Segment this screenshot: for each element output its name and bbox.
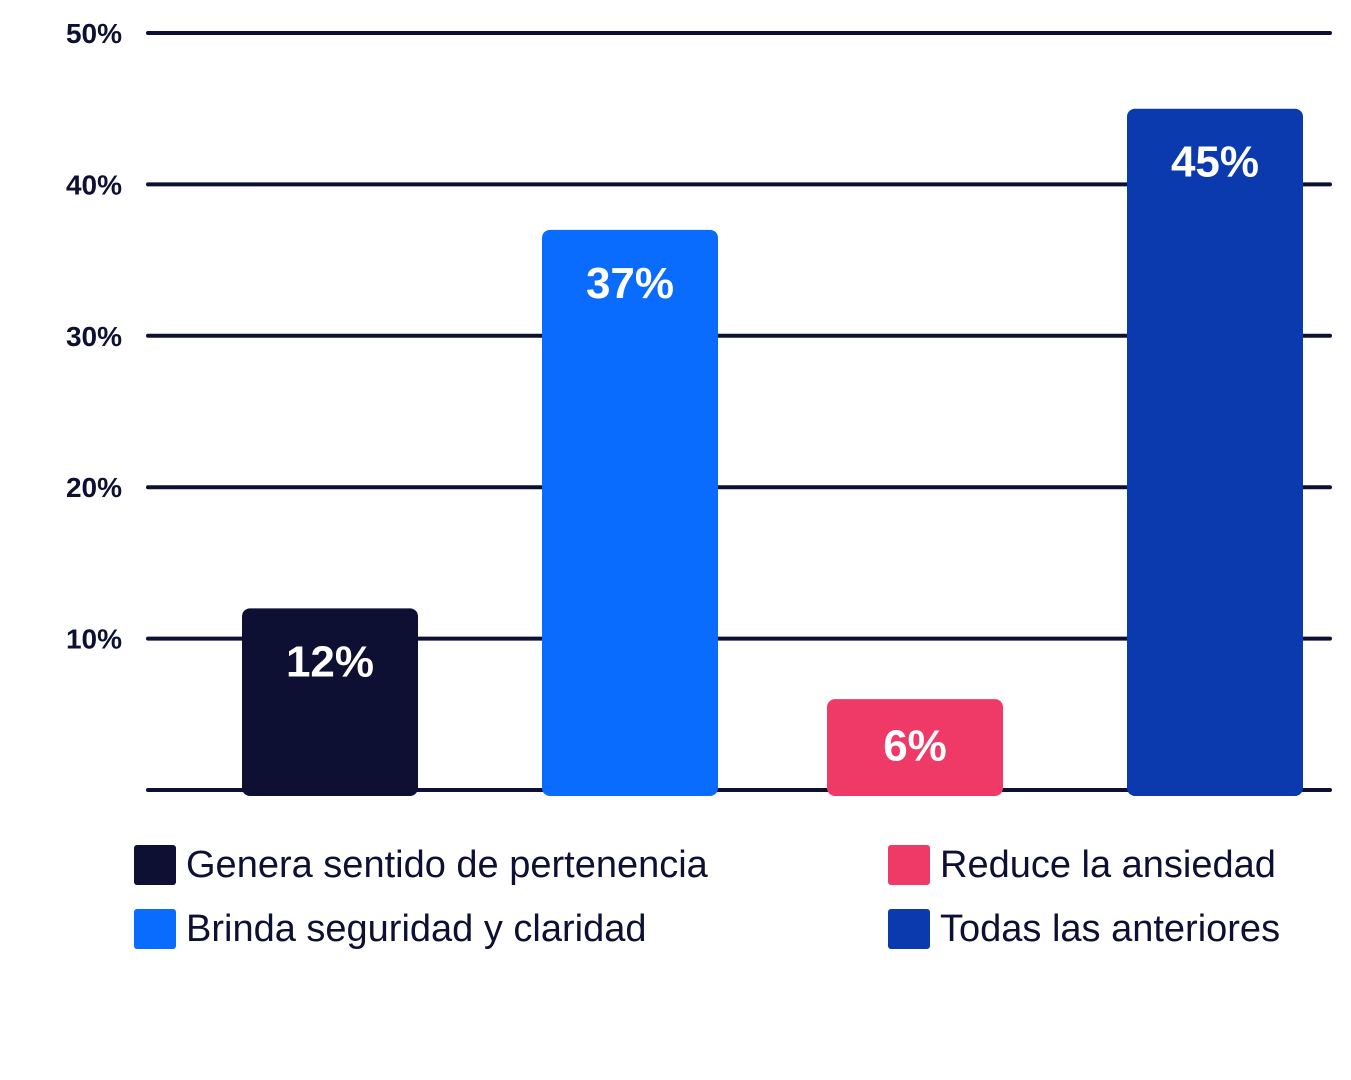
legend-item-genera-sentido: Genera sentido de pertenencia — [134, 842, 708, 888]
legend-item-brinda-seguridad: Brinda seguridad y claridad — [134, 906, 647, 952]
bar-value-label: 6% — [883, 722, 947, 771]
bar-value-label: 37% — [586, 259, 674, 308]
y-tick-label: 10% — [66, 624, 122, 655]
legend-item-todas-anteriores: Todas las anteriores — [888, 906, 1280, 952]
bar-value-label: 12% — [286, 637, 374, 686]
bar — [242, 608, 418, 796]
y-tick-label: 20% — [66, 472, 122, 503]
legend-swatch — [888, 845, 930, 885]
y-tick-label: 30% — [66, 321, 122, 352]
bar — [542, 229, 718, 796]
legend-label: Genera sentido de pertenencia — [186, 843, 708, 886]
legend-swatch — [134, 909, 176, 949]
chart-legend: Genera sentido de pertenencia Reduce la … — [134, 842, 1344, 972]
y-axis-tick-labels: 10% 20% 30% 40% 50% — [66, 18, 122, 655]
bar — [1127, 108, 1303, 796]
bar-value-labels: 12% 37% 6% 45% — [286, 138, 1259, 771]
legend-item-reduce-ansiedad: Reduce la ansiedad — [888, 842, 1276, 888]
y-tick-label: 50% — [66, 18, 122, 49]
legend-swatch — [888, 909, 930, 949]
y-tick-label: 40% — [66, 169, 122, 200]
legend-label: Todas las anteriores — [940, 907, 1281, 950]
bars — [242, 108, 1303, 796]
legend-label: Reduce la ansiedad — [940, 843, 1276, 886]
legend-swatch — [134, 845, 176, 885]
bar — [827, 699, 1003, 796]
bar-value-label: 45% — [1171, 138, 1259, 187]
legend-label: Brinda seguridad y claridad — [186, 907, 647, 950]
